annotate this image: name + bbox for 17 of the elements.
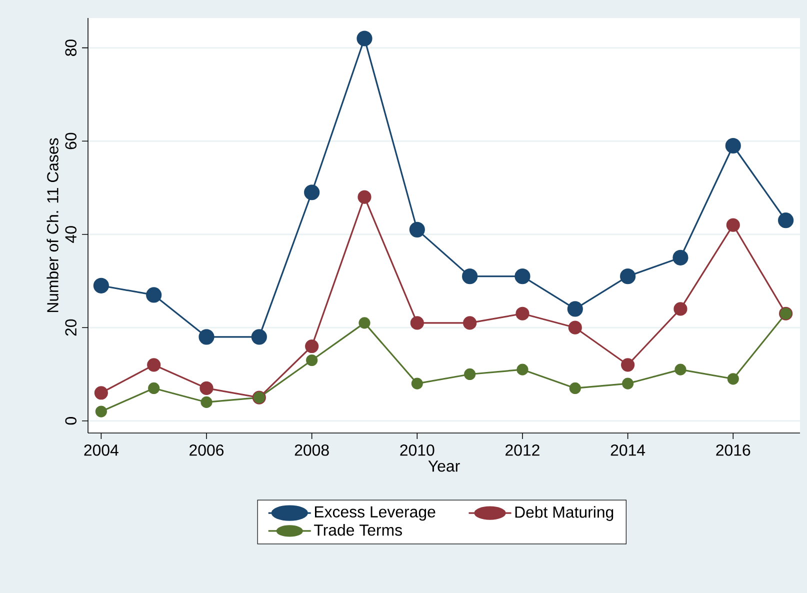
x-tick-label: 2014 [610,444,646,456]
x-tick-label: 2012 [506,444,540,456]
y-tick-label: 60 [65,132,77,150]
legend-label: Debt Maturing [515,506,614,521]
x-tick-label: 2006 [190,444,224,456]
y-axis-title: Number of Ch. 11 Cases [46,138,58,312]
y-tick-label: 20 [65,319,77,336]
y-tick-label: 80 [65,40,77,56]
x-axis-title: Year [428,460,460,472]
x-tick-label: 2008 [294,444,329,456]
y-tick-label: 40 [65,226,77,243]
x-tick-label: 2010 [400,444,434,456]
x-tick-label: 2004 [84,444,118,456]
legend-label: Trade Terms [314,524,402,536]
x-tick-label: 2016 [716,444,750,456]
y-tick-label: 0 [65,417,77,425]
legend-label: Excess Leverage [314,506,436,521]
